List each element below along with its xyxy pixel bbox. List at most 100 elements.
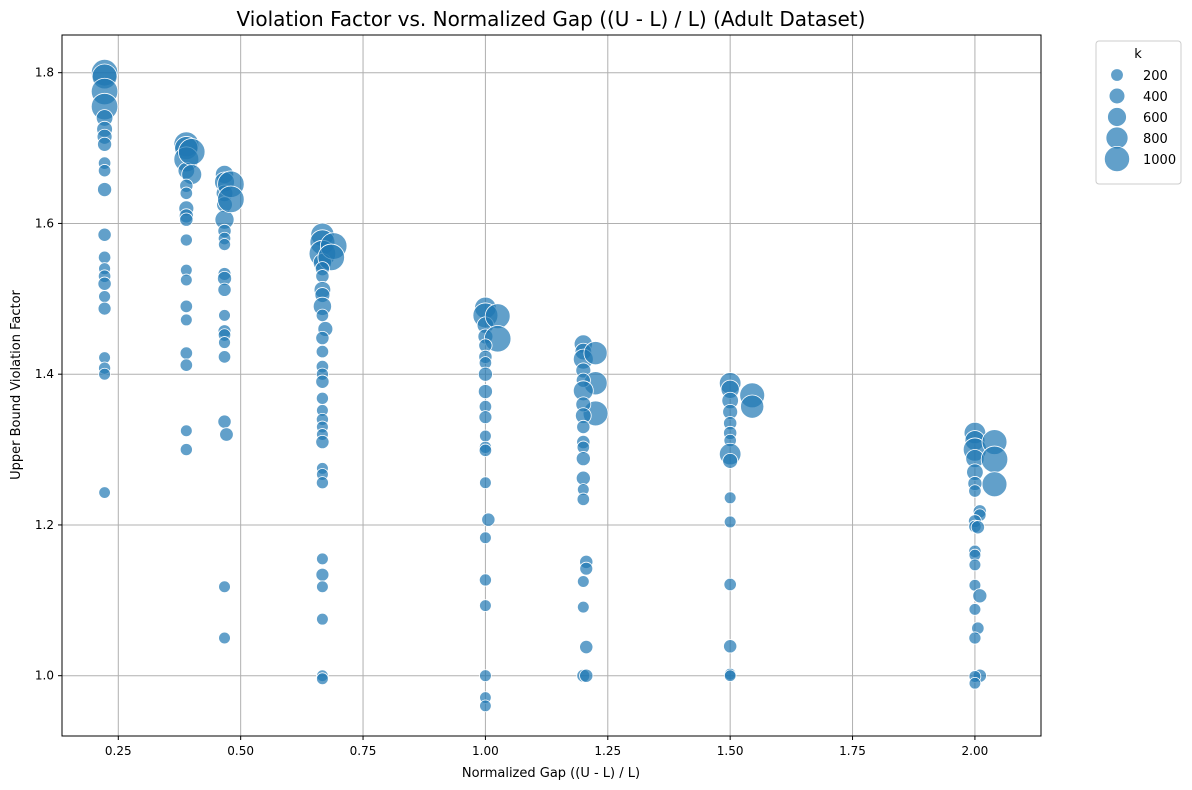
data-point (218, 309, 231, 322)
data-point (218, 631, 231, 645)
data-point (577, 600, 590, 614)
data-point (316, 672, 329, 686)
data-point (576, 419, 591, 435)
data-point (723, 491, 737, 505)
data-point (981, 471, 1008, 498)
data-point (479, 531, 492, 545)
data-point (481, 512, 496, 527)
data-point (315, 391, 329, 405)
legend-marker (1110, 68, 1124, 82)
x-tick-label: 0.25 (105, 744, 132, 758)
data-point (179, 443, 193, 457)
data-point (972, 588, 988, 604)
data-point (479, 669, 492, 683)
data-point (315, 374, 330, 389)
data-point (97, 182, 113, 197)
data-point (583, 341, 608, 366)
legend-label: 400 (1143, 90, 1168, 105)
data-point (575, 451, 591, 467)
data-point (968, 484, 982, 498)
data-point (97, 301, 112, 316)
data-point (219, 427, 234, 442)
data-point (97, 250, 112, 265)
y-axis-ticks: 1.0 1.2 1.4 1.6 1.8 (35, 66, 62, 683)
data-point (576, 492, 590, 506)
data-point (478, 443, 493, 457)
data-point (315, 269, 330, 284)
x-tick-label: 0.75 (350, 744, 377, 758)
legend-label: 600 (1143, 111, 1168, 126)
chart-title: Violation Factor vs. Normalized Gap ((U … (237, 7, 866, 31)
data-point (723, 669, 737, 682)
y-tick-label: 1.2 (35, 518, 54, 532)
x-axis-label: Normalized Gap ((U - L) / L) (462, 766, 640, 781)
y-tick-label: 1.6 (35, 216, 54, 230)
data-points (90, 58, 1009, 713)
data-point (179, 186, 193, 200)
legend-marker (1108, 87, 1126, 105)
y-tick-label: 1.4 (35, 367, 54, 381)
x-tick-label: 1.00 (472, 744, 499, 758)
data-point (217, 185, 245, 214)
data-point (579, 639, 594, 655)
data-point (980, 445, 1009, 474)
data-point (478, 573, 492, 587)
data-point (579, 668, 594, 683)
data-point (179, 233, 193, 247)
grid-lines (62, 35, 1041, 736)
data-point (479, 476, 492, 490)
data-point (218, 336, 231, 349)
data-point (315, 476, 329, 490)
data-point (479, 699, 492, 713)
data-point (218, 238, 231, 252)
data-point (968, 677, 982, 690)
data-point (477, 366, 493, 382)
data-point (97, 276, 112, 291)
data-point (179, 358, 193, 372)
data-point (740, 394, 765, 419)
legend-title: k (1134, 47, 1142, 62)
y-axis-label: Upper Bound Violation Factor (9, 289, 24, 479)
data-point (218, 580, 231, 594)
legend-marker (1103, 145, 1131, 173)
data-point (178, 138, 206, 166)
data-point (98, 367, 111, 381)
data-point (315, 308, 330, 323)
data-point (484, 303, 511, 330)
data-point (968, 631, 982, 645)
x-tick-label: 1.25 (594, 744, 621, 758)
x-axis-ticks: 0.25 0.50 0.75 1.00 1.25 1.50 1.75 2.00 (105, 736, 988, 758)
data-point (477, 384, 493, 400)
data-point (315, 567, 330, 582)
x-tick-label: 1.50 (717, 744, 744, 758)
data-point (97, 164, 112, 178)
data-point (478, 410, 493, 425)
plot-area-frame (61, 34, 1042, 737)
data-point (180, 273, 193, 287)
data-point (723, 577, 737, 592)
data-point (316, 580, 329, 594)
data-point (316, 552, 329, 566)
data-point (579, 561, 594, 576)
data-point (98, 486, 111, 499)
data-point (968, 603, 982, 616)
x-tick-label: 0.50 (227, 744, 254, 758)
data-point (97, 227, 112, 242)
legend-marker (1105, 126, 1129, 150)
data-point (479, 429, 492, 443)
data-point (217, 414, 232, 429)
data-point (575, 470, 591, 486)
legend-label: 1000 (1143, 153, 1176, 168)
data-point (98, 290, 111, 303)
data-point (577, 575, 590, 588)
data-point (722, 452, 739, 469)
legend-label: 200 (1143, 69, 1168, 84)
x-tick-label: 1.75 (839, 744, 866, 758)
data-point (315, 330, 330, 346)
legend: k 200 400 600 800 1000 (1095, 40, 1182, 185)
data-point (179, 212, 194, 227)
legend-items: 200 400 600 800 1000 (1103, 68, 1176, 173)
data-point (316, 612, 329, 626)
x-tick-label: 2.00 (962, 744, 989, 758)
